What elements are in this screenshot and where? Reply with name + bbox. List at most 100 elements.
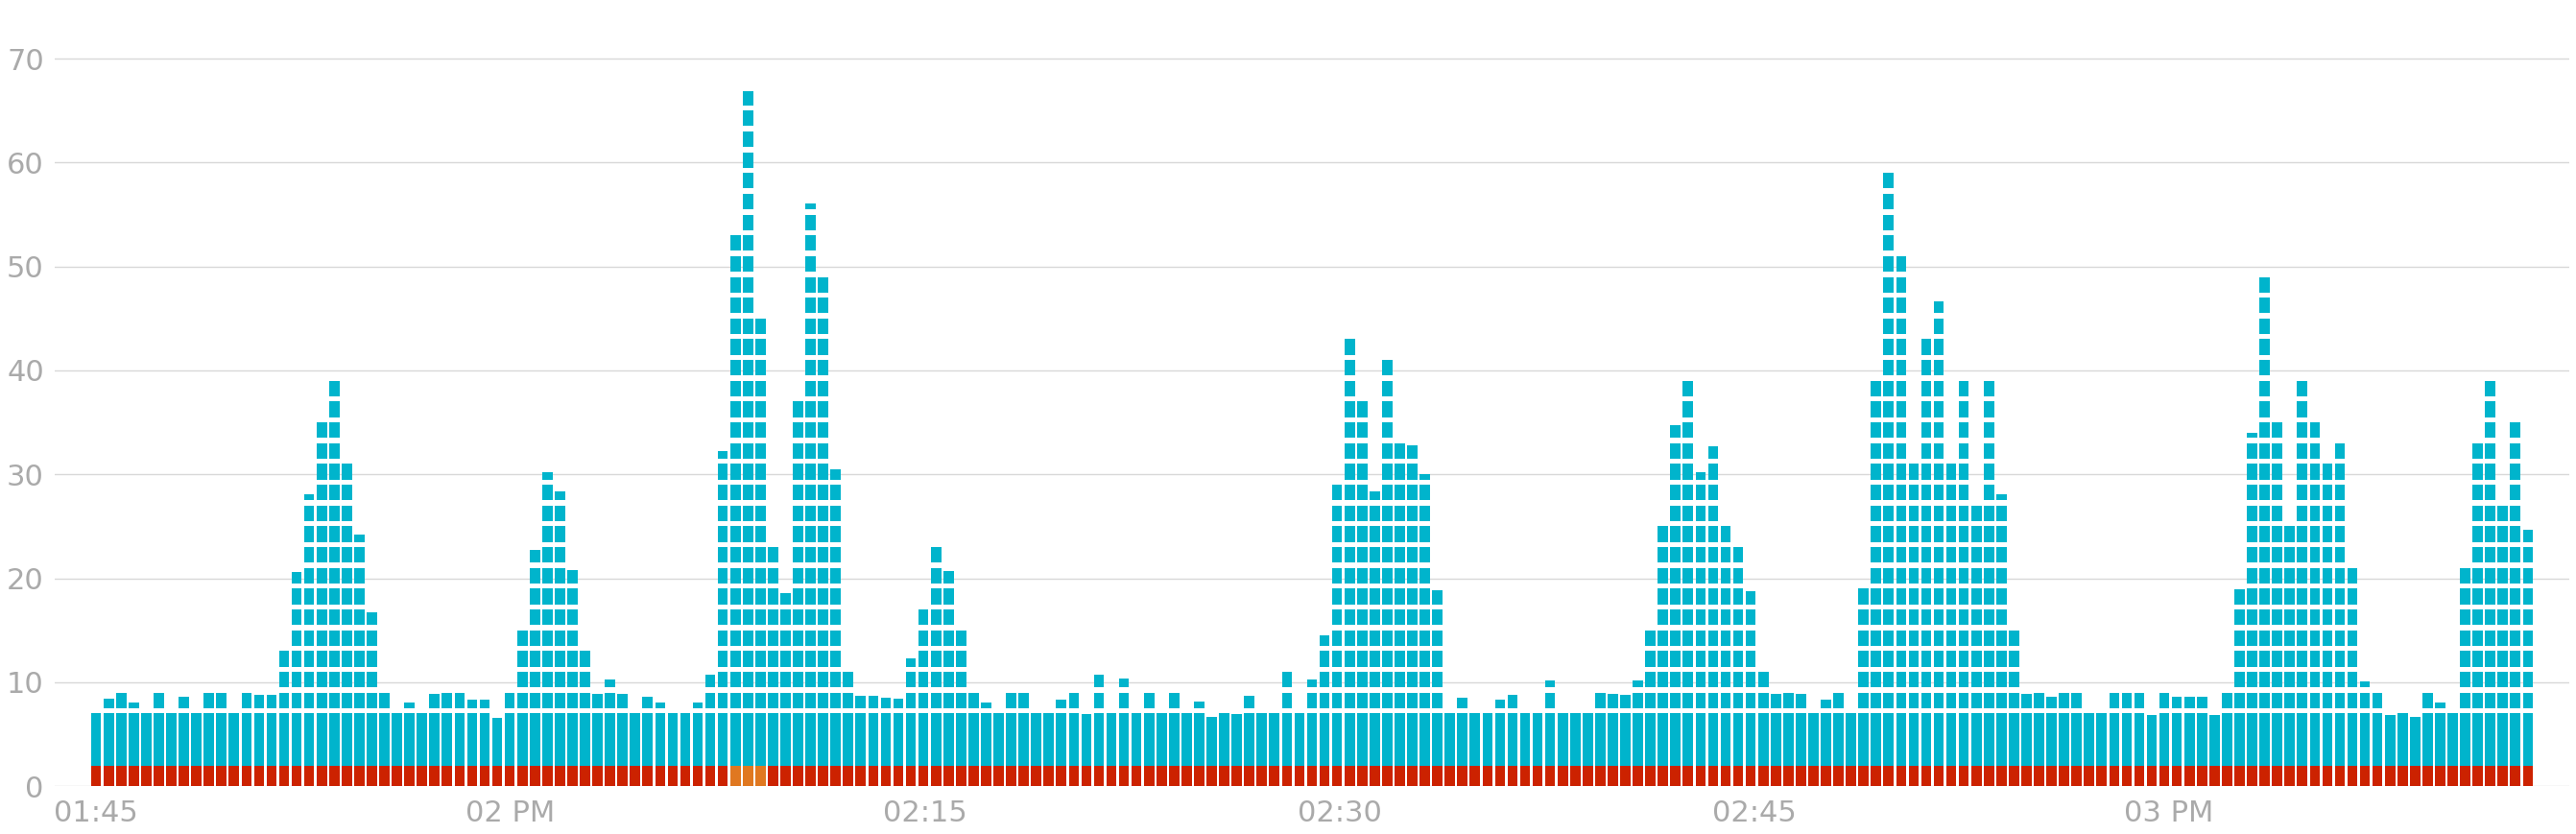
Bar (1682, 631, 1692, 646)
Bar (2334, 505, 2344, 521)
Bar (1394, 589, 1404, 605)
Bar (729, 381, 739, 396)
Bar (1935, 672, 1945, 687)
Bar (1383, 505, 1391, 521)
Bar (819, 631, 829, 646)
Bar (1432, 610, 1443, 625)
Bar (317, 568, 327, 584)
Bar (1896, 298, 1906, 314)
Bar (304, 547, 314, 563)
Bar (518, 631, 528, 646)
Bar (2499, 568, 2509, 584)
Bar (1682, 422, 1692, 438)
Bar (2298, 672, 2308, 687)
Bar (1935, 651, 1945, 666)
Bar (531, 766, 541, 786)
Bar (1734, 631, 1744, 646)
Bar (317, 526, 327, 542)
Bar (894, 766, 904, 786)
Bar (2259, 692, 2269, 708)
Bar (1984, 505, 1994, 521)
Bar (191, 766, 201, 786)
Bar (1394, 692, 1404, 708)
Bar (1783, 713, 1793, 729)
Bar (1358, 464, 1368, 480)
Bar (1695, 672, 1705, 687)
Bar (2272, 485, 2282, 500)
Bar (1481, 713, 1492, 729)
Bar (1370, 610, 1381, 625)
Bar (1646, 713, 1656, 729)
Bar (1821, 729, 1832, 766)
Bar (304, 692, 314, 708)
Bar (1971, 766, 1981, 786)
Bar (829, 547, 840, 563)
Bar (2486, 464, 2496, 480)
Bar (580, 713, 590, 729)
Bar (567, 692, 577, 708)
Bar (1883, 729, 1893, 766)
Bar (742, 547, 752, 563)
Bar (1633, 681, 1643, 687)
Bar (1708, 651, 1718, 666)
Bar (592, 694, 603, 708)
Bar (2473, 713, 2483, 729)
Bar (1383, 651, 1391, 666)
Bar (793, 402, 804, 417)
Bar (466, 700, 477, 708)
Bar (2058, 729, 2069, 766)
Bar (2473, 729, 2483, 766)
Bar (768, 692, 778, 708)
Bar (1669, 610, 1680, 625)
Bar (1883, 319, 1893, 334)
Bar (1883, 193, 1893, 209)
Bar (330, 766, 340, 786)
Bar (2058, 766, 2069, 786)
Bar (1896, 729, 1906, 766)
Bar (2311, 568, 2321, 584)
Bar (2522, 713, 2532, 729)
Bar (1358, 443, 1368, 459)
Bar (742, 92, 752, 105)
Bar (1206, 729, 1216, 766)
Bar (317, 631, 327, 646)
Bar (1695, 766, 1705, 786)
Bar (2473, 547, 2483, 563)
Bar (541, 547, 551, 563)
Bar (1922, 692, 1932, 708)
Bar (1935, 381, 1945, 396)
Bar (1695, 547, 1705, 563)
Bar (1069, 766, 1079, 786)
Bar (1945, 692, 1955, 708)
Bar (2259, 672, 2269, 687)
Bar (1018, 766, 1028, 786)
Bar (1370, 589, 1381, 605)
Bar (1922, 339, 1932, 354)
Bar (917, 713, 927, 729)
Bar (768, 672, 778, 687)
Bar (518, 672, 528, 687)
Bar (2272, 729, 2282, 766)
Bar (330, 526, 340, 542)
Bar (719, 589, 729, 605)
Bar (930, 692, 940, 708)
Bar (2385, 729, 2396, 766)
Bar (2272, 713, 2282, 729)
Bar (806, 381, 817, 396)
Bar (1370, 766, 1381, 786)
Bar (404, 713, 415, 729)
Bar (304, 713, 314, 729)
Bar (2522, 568, 2532, 584)
Bar (1458, 697, 1468, 708)
Bar (1383, 610, 1391, 625)
Bar (1847, 729, 1857, 766)
Bar (1383, 692, 1391, 708)
Bar (492, 729, 502, 766)
Bar (304, 631, 314, 646)
Bar (430, 766, 440, 786)
Bar (291, 610, 301, 625)
Bar (1358, 485, 1368, 500)
Bar (1971, 729, 1981, 766)
Bar (1984, 485, 1994, 500)
Bar (1945, 631, 1955, 646)
